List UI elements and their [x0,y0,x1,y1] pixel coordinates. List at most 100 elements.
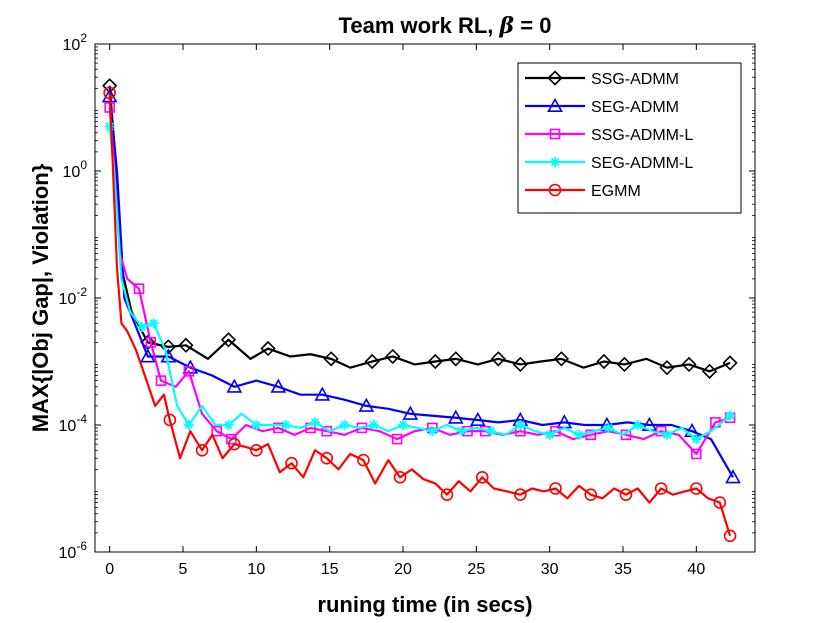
series-0-marker-15 [364,353,380,370]
series-3-marker-8 [183,420,194,430]
series-1-marker-18 [447,409,464,424]
series-0-marker-22 [512,356,528,373]
series-0-marker-10 [260,340,276,357]
series-3-marker-41 [662,429,672,440]
legend-label-0: SSG-ADMM [591,71,679,88]
series-3-marker-17 [310,417,320,428]
series-0-marker-8 [220,332,237,348]
series-1-marker-16 [402,405,419,420]
series-0-marker-27 [616,356,633,373]
series-4-marker-33 [440,488,454,501]
series-3-marker-45 [725,410,736,421]
series-3-marker-41-stroke-3 [662,430,672,439]
legend-marker-1 [547,97,563,112]
series-3-marker-8-stroke-3 [184,420,194,430]
series-3-marker-17-stroke-3 [310,418,320,427]
series-1-marker-4 [139,348,156,363]
series-4-marker-56 [713,496,727,509]
series-line-1 [108,96,734,478]
series-2-marker-5 [145,337,157,348]
series-1-marker-19 [469,411,486,426]
series-3-marker-23 [398,420,408,430]
series-3-marker-45-stroke-3 [725,411,735,420]
x-tick-label: 25 [467,561,485,578]
y-tick-label: 10-2 [59,285,88,308]
series-3-marker-13 [251,420,262,430]
legend-marker-4 [548,183,562,197]
series-3-marker-37 [603,422,614,433]
series-4-marker-23 [320,451,334,465]
series-0-marker-32 [722,355,738,371]
series-4-marker-15 [228,437,241,451]
x-tick-label: 0 [105,561,114,578]
legend-label-4: EGMM [591,183,641,200]
series-4-marker-45 [584,488,598,501]
series-3-marker-5-stroke-3 [149,319,158,328]
x-tick-label: 40 [687,561,705,578]
series-3-marker-35 [574,429,584,440]
series-3-marker-11-stroke-3 [224,420,233,430]
y-tick-label-exponent: -2 [76,285,87,299]
series-1-marker-14 [358,397,375,412]
series-3-marker-19-stroke-3 [340,420,349,430]
series-1-marker-10 [270,378,287,393]
series-2-marker-10 [211,425,223,437]
series-3-marker-29 [486,426,496,437]
y-tick-label-base: 10 [59,545,77,562]
y-tick-label: 10-4 [59,412,88,435]
series-3-marker-13-stroke-3 [252,420,261,430]
legend-label-2: SSG-ADMM-L [591,127,693,144]
legend-label-3: SEG-ADMM-L [591,155,693,172]
x-tick-label: 15 [321,561,339,578]
legend-marker-0 [547,70,563,86]
series-4-marker-26 [357,453,370,467]
y-tick-label-base: 10 [63,164,81,181]
legend-marker-2 [549,128,561,140]
x-tick-label: 30 [541,561,559,578]
series-layer [101,78,741,543]
series-0-marker-29 [659,360,675,376]
x-tick-label: 35 [614,561,632,578]
series-4-marker-39 [514,488,527,501]
series-0-marker-24 [553,351,570,367]
series-0-marker-18 [427,353,443,370]
y-tick-label: 102 [63,31,88,54]
series-2-marker-32 [585,429,597,441]
y-tick-label-exponent: -4 [76,412,87,426]
x-axis-label: runing time (in secs) [317,592,532,617]
series-3-marker-43 [691,434,702,445]
x-tick-label: 10 [247,561,265,578]
series-1-marker-12 [314,386,331,401]
series-3-marker-19 [339,420,350,430]
series-4-marker-36 [475,471,489,484]
series-3-marker-25 [427,426,438,437]
series-3-marker-33 [544,429,555,440]
series-4-marker-48 [619,488,633,501]
series-4-marker-51 [654,482,668,495]
series-2-marker-4 [133,283,145,295]
y-tick-label: 100 [63,158,88,181]
y-tick-label-base: 10 [63,37,81,54]
series-3-marker-21 [368,420,379,430]
series-0-marker-19 [448,351,464,367]
series-4-marker-17 [250,443,263,457]
series-0-marker-0 [102,78,118,94]
series-3-marker-15-stroke-3 [281,420,290,430]
series-3-marker-33-stroke-3 [545,430,554,439]
series-3-marker-39 [632,420,643,430]
series-line-4 [108,92,732,537]
series-3-marker-31 [515,420,526,430]
series-3-marker-27 [456,426,467,437]
x-tick-label: 5 [179,561,188,578]
series-1-marker-31 [725,469,741,484]
series-3-marker-29-stroke-3 [486,427,496,436]
legend-marker-3-stroke-3 [550,157,560,167]
series-3-marker-37-stroke-3 [604,423,613,433]
series-4-marker-57 [723,529,737,543]
series-4-marker-9 [163,413,177,427]
series-line-2 [108,107,731,456]
series-4-marker-29 [393,471,407,484]
y-tick-label: 10-6 [59,539,88,562]
legend: SSG-ADMM SEG-ADMM SSG-ADMM-L SEG-ADMM-L EGMM [517,62,742,214]
